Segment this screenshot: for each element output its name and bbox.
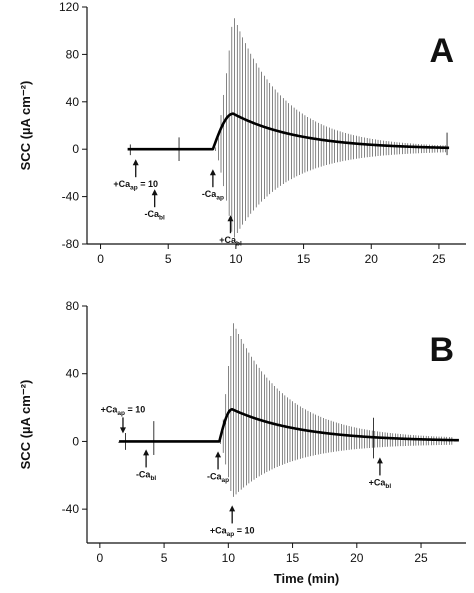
annotation-prefix: +Ca <box>113 179 131 189</box>
y-tick-label: 80 <box>66 47 80 61</box>
annotation-subscript: ap <box>222 477 230 484</box>
arrow-head <box>227 215 234 222</box>
oscillation-series <box>215 18 446 238</box>
x-tick-label: 10 <box>222 551 236 565</box>
y-tick-label: 120 <box>59 0 79 14</box>
mean-trace <box>126 112 450 151</box>
annotation-subscript: ap <box>227 531 235 538</box>
annotation-prefix: +Ca <box>101 404 119 414</box>
x-tick-label: 25 <box>414 551 428 565</box>
annotation-subscript: ap <box>130 185 138 192</box>
y-tick-label: 0 <box>72 142 79 156</box>
annotation-label: +Caap = 10 <box>210 525 255 538</box>
annotation-suffix: = 10 <box>138 179 158 189</box>
oscillation-series <box>220 323 453 497</box>
annotation-label: -Cabl <box>136 469 156 482</box>
y-tick-label: -80 <box>62 237 80 251</box>
y-tick-label: 80 <box>66 299 80 313</box>
mean-trace <box>117 407 460 443</box>
annotation-label: -Caap <box>207 471 229 484</box>
annotation-subscript: bl <box>150 475 156 482</box>
panel-a: -80 -40 0 40 80 120 0 5 10 15 20 25 SCC (µA cm⁻²) A +C… <box>18 0 466 266</box>
annotation-subscript: ap <box>117 410 125 417</box>
annotation-plus-ca-bl: +Cabl <box>369 457 392 490</box>
annotation-label: -Caap <box>202 189 224 202</box>
annotation-subscript: bl <box>385 483 391 490</box>
annotation-prefix: +Ca <box>219 235 237 245</box>
arrow-head <box>151 189 158 196</box>
x-tick-label: 20 <box>365 252 379 266</box>
annotation-subscript: bl <box>236 241 242 248</box>
x-tick-label: 0 <box>97 252 104 266</box>
arrow-head <box>376 457 383 464</box>
y-axis-label: SCC (µA cm⁻²) <box>18 380 33 470</box>
annotation-label: +Caap = 10 <box>113 179 158 192</box>
y-tick-label: 40 <box>66 367 80 381</box>
annotation-suffix: = 10 <box>125 404 145 414</box>
x-tick-label: 15 <box>297 252 311 266</box>
arrow-head <box>229 505 236 512</box>
annotation-prefix: -Ca <box>136 469 151 479</box>
annotation-plus-ca-ap-10-bottom: +Caap = 10 <box>210 505 255 538</box>
y-tick-label: 0 <box>72 434 79 448</box>
annotation-label: +Cabl <box>219 235 242 248</box>
arrow-head <box>132 159 139 166</box>
annotation-label: +Caap = 10 <box>101 404 146 417</box>
annotation-minus-ca-ap: -Caap <box>207 451 229 484</box>
annotation-minus-ca-bl: -Cabl <box>136 449 156 482</box>
annotation-plus-ca-ap-10: +Caap = 10 <box>113 159 158 192</box>
y-tick-label: -40 <box>62 190 80 204</box>
x-tick-label: 5 <box>161 551 168 565</box>
annotation-minus-ca-bl: -Cabl <box>145 189 165 222</box>
y-tick-label: -40 <box>62 502 80 516</box>
x-tick-label: 0 <box>97 551 104 565</box>
x-tick-label: 20 <box>350 551 364 565</box>
y-tick-label: 40 <box>66 95 80 109</box>
annotation-prefix: -Ca <box>202 189 217 199</box>
annotation-label: +Cabl <box>369 477 392 490</box>
annotation-prefix: +Ca <box>369 477 387 487</box>
y-axis-label: SCC (µA cm⁻²) <box>18 81 33 171</box>
arrow-head <box>119 427 126 434</box>
annotation-prefix: -Ca <box>145 209 160 219</box>
x-axis-label: Time (min) <box>274 571 340 586</box>
annotation-label: -Cabl <box>145 209 165 222</box>
arrow-head <box>215 451 222 458</box>
annotation-plus-ca-bl: +Cabl <box>219 215 242 248</box>
arrow-head <box>209 169 216 176</box>
x-tick-label: 10 <box>229 252 243 266</box>
annotation-prefix: -Ca <box>207 471 222 481</box>
panel-label: A <box>429 32 454 70</box>
x-tick-label: 5 <box>165 252 172 266</box>
panel-b: -40 0 40 80 0 5 10 15 20 25 SCC (µA cm⁻²) Time (min… <box>18 299 466 586</box>
annotation-prefix: +Ca <box>210 525 228 535</box>
x-tick-label: 15 <box>286 551 300 565</box>
arrow-head <box>143 449 150 456</box>
annotation-plus-ca-ap-10-top: +Caap = 10 <box>101 404 146 434</box>
panel-label: B <box>429 331 454 369</box>
annotation-suffix: = 10 <box>234 525 254 535</box>
annotation-subscript: bl <box>159 215 165 222</box>
annotation-minus-ca-ap: -Caap <box>202 169 224 202</box>
annotation-subscript: ap <box>216 195 224 202</box>
x-tick-label: 25 <box>432 252 446 266</box>
